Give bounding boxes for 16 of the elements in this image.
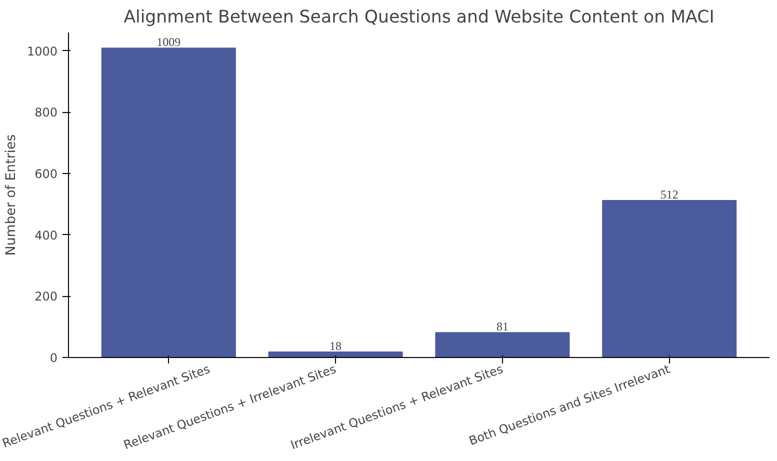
bar <box>268 351 403 358</box>
chart-title: Alignment Between Search Questions and Website Content on MACI <box>124 8 714 28</box>
data-label: 81 <box>496 320 508 334</box>
bar <box>101 48 236 358</box>
y-tick-label: 200 <box>34 290 58 304</box>
y-axis-title: Number of Entries <box>4 134 19 256</box>
y-tick-label: 600 <box>34 167 58 182</box>
data-label: 1009 <box>156 35 181 50</box>
y-tick-label: 1000 <box>26 44 58 58</box>
data-label: 18 <box>330 338 342 353</box>
data-label: 512 <box>660 188 678 202</box>
bar <box>602 200 737 358</box>
y-tick-label: 800 <box>34 106 58 120</box>
y-tick-label: 400 <box>34 228 58 242</box>
y-tick-label: 0 <box>50 351 58 365</box>
bar <box>435 332 570 358</box>
